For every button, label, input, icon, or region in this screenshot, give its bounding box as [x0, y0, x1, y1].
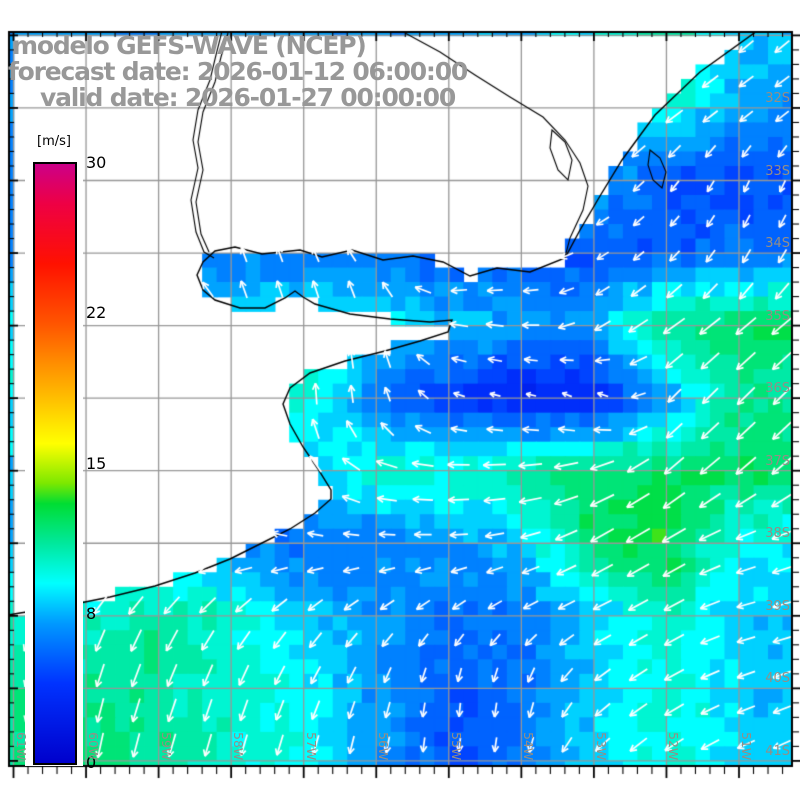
latitude-label: 34S [765, 236, 790, 252]
valid-date: valid date: 2026-01-27 00:00:00 [40, 83, 456, 112]
forecast-date: forecast date: 2026-01-12 06:00:00 [8, 57, 468, 86]
latitude-label: 40S [765, 671, 790, 687]
colorbar-tick-label: 8 [86, 604, 97, 623]
longitude-label: 57W [303, 732, 319, 761]
model-name: modelo GEFS-WAVE (NCEP) [12, 31, 367, 60]
colorbar-gradient [33, 162, 77, 765]
colorbar-unit-label: [m/s] [37, 134, 71, 149]
latitude-label: 39S [765, 598, 790, 614]
latitude-label: 35S [765, 308, 790, 324]
longitude-label: 55W [448, 732, 464, 761]
latitude-label: 37S [765, 453, 790, 469]
colorbar-tick-label: 22 [86, 303, 107, 322]
colorbar: [m/s] [25, 128, 83, 766]
longitude-label: 53W [593, 732, 609, 761]
colorbar-tick-label: 15 [86, 454, 107, 473]
latitude-label: 41S [765, 743, 790, 759]
longitude-label: 54W [521, 732, 537, 761]
latitude-label: 38S [765, 526, 790, 542]
longitude-label: 51W [739, 732, 754, 761]
colorbar-tick-label: 30 [86, 153, 107, 172]
longitude-label: 59W [158, 732, 174, 761]
latitude-label: 32S [765, 91, 790, 106]
longitude-label: 58W [231, 732, 247, 761]
longitude-label: 60W [86, 732, 102, 761]
longitude-label: 52W [666, 732, 682, 761]
latitude-label: 33S [765, 163, 790, 179]
colorbar-tick-label: 0 [86, 753, 97, 772]
longitude-label: 61W [13, 732, 29, 761]
latitude-label: 36S [765, 381, 790, 397]
longitude-label: 56W [376, 732, 392, 761]
